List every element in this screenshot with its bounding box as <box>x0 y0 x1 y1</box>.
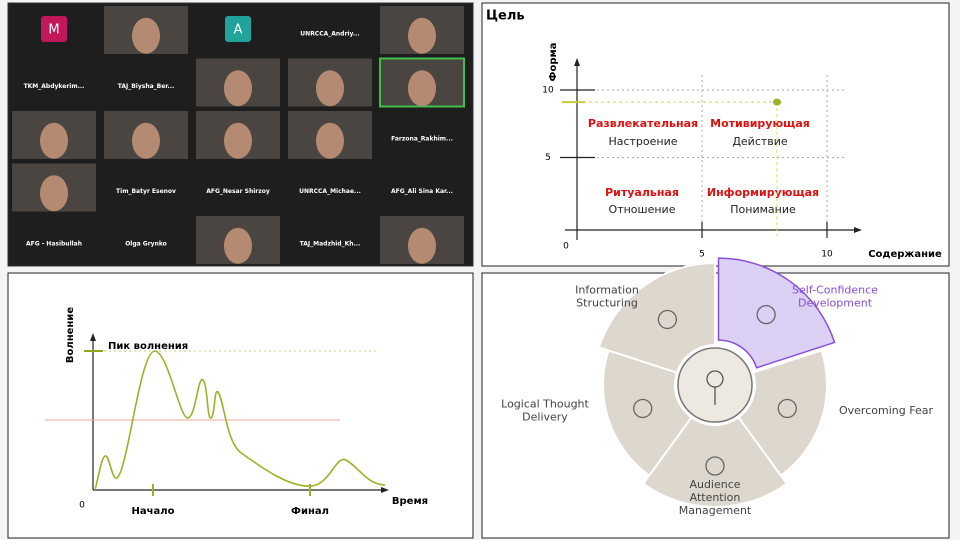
segment-icon <box>777 398 797 419</box>
participant-name: Olga Grynko <box>125 241 167 248</box>
participant-name: UNRCCA_Michae... <box>299 188 361 195</box>
quadrant-subtitle: Действие <box>732 135 788 148</box>
start-label: Начало <box>132 506 175 517</box>
participant-video <box>132 17 160 54</box>
quadrant-title: Ритуальная <box>605 186 679 199</box>
quadrant-title: Информирующая <box>707 186 819 199</box>
excitement-curve <box>94 350 386 491</box>
quadrant-title: Мотивирующая <box>710 117 810 130</box>
segment-label: Structuring <box>576 297 638 310</box>
end-label: Финал <box>291 506 329 517</box>
participant-video <box>40 122 68 159</box>
goal-chart: Цель Форма Содержание 0 Развлекательная … <box>486 9 942 261</box>
participant-video <box>408 17 436 54</box>
x-arrow <box>381 487 389 493</box>
video-tile <box>104 216 188 264</box>
segment-label: Self-Confidence <box>792 284 878 297</box>
y-axis-label: Форма <box>548 43 559 82</box>
participant-video <box>224 122 252 159</box>
segment <box>641 415 789 508</box>
video-tile <box>196 163 280 212</box>
avatar-letter: M <box>48 23 59 38</box>
x-axis-label: Время <box>392 496 428 507</box>
segment-label: Overcoming Fear <box>839 404 933 417</box>
participant-name: AFG_Ali Sina Kar... <box>391 188 453 195</box>
participant-name: TKM_Abdykerim... <box>24 83 85 90</box>
segment <box>602 349 693 478</box>
segment-label: Information <box>575 284 639 297</box>
y-axis-label: Волнение <box>65 307 76 363</box>
quadrant-subtitle: Понимание <box>730 203 796 216</box>
segment-label: Development <box>798 297 873 310</box>
participant-video <box>408 227 436 264</box>
x-tick-label: 5 <box>699 250 705 260</box>
goal-panel <box>481 2 950 267</box>
origin-label: 0 <box>563 242 569 252</box>
peak-label: Пик волнения <box>108 341 188 352</box>
participant-video <box>224 70 252 107</box>
segment <box>717 257 836 369</box>
participant-name: AFG_Nesar Shirzoy <box>206 188 270 195</box>
segment-label: Audience <box>689 478 740 491</box>
participant-name: Farzona_Rakhim... <box>391 136 453 143</box>
participant-video <box>316 122 344 159</box>
y-arrow <box>90 333 96 341</box>
video-tile <box>380 163 464 212</box>
segment-icon <box>633 398 653 419</box>
y-arrow <box>574 58 580 66</box>
participant-video <box>132 122 160 159</box>
video-tile <box>104 58 188 107</box>
participant-name: AFG - Hasibullah <box>26 241 82 248</box>
participant-name: Tim_Batyr Esenov <box>116 188 176 195</box>
y-tick-label: 5 <box>545 153 551 163</box>
video-grid: M A UNRCCA_Andriy... TKM_Abdykerim... TAJ_Bi… <box>12 6 465 264</box>
x-arrow <box>854 227 862 233</box>
participant-video <box>224 227 252 264</box>
excitement-chart: Волнение Пик волнения Время 0 Начало Фин… <box>45 307 428 517</box>
video-tile <box>380 111 464 159</box>
participant-name: TAJ_Madzhid_Kh... <box>300 241 361 248</box>
segment-label: Attention <box>690 491 741 504</box>
hub <box>677 347 753 423</box>
avatar <box>41 16 67 42</box>
participant-name: TAJ_Biysha_Ber... <box>118 83 175 90</box>
origin-label: 0 <box>79 501 85 511</box>
video-tile <box>104 163 188 212</box>
quadrant-subtitle: Отношение <box>609 203 676 216</box>
avatar-letter: A <box>234 23 243 38</box>
segment-icon <box>705 456 725 476</box>
excitement-panel <box>7 272 474 539</box>
x-tick-label: 10 <box>821 250 833 260</box>
point <box>773 98 781 106</box>
segment-icon <box>657 309 678 330</box>
segment-label: Logical Thought <box>501 398 589 411</box>
participant-video <box>40 175 68 212</box>
segment-label: Management <box>679 504 752 517</box>
y-tick-label: 10 <box>542 86 554 96</box>
segment-icon <box>756 304 776 325</box>
video-tile <box>288 216 372 264</box>
participant-video <box>408 70 436 107</box>
x-axis-label: Содержание <box>868 249 942 260</box>
participant-name: UNRCCA_Andriy... <box>300 31 359 38</box>
avatar <box>225 16 251 42</box>
segment-label: Delivery <box>522 411 568 424</box>
quadrant-title: Развлекательная <box>588 117 698 130</box>
segment <box>737 349 828 478</box>
video-tile <box>288 6 372 54</box>
chart-title: Цель <box>486 9 525 24</box>
participant-video <box>316 70 344 107</box>
quadrant-subtitle: Настроение <box>608 135 677 148</box>
video-tile <box>288 163 372 212</box>
segment <box>597 261 716 374</box>
video-tile <box>12 216 96 264</box>
video-tile <box>12 58 96 107</box>
